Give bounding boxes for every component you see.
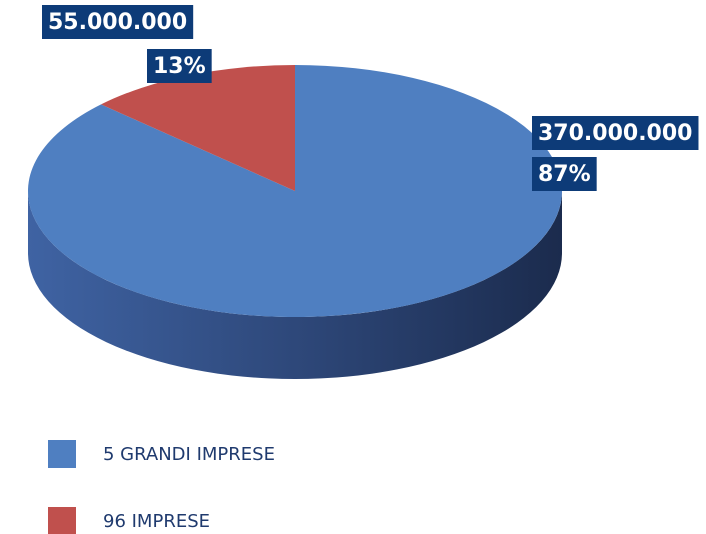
legend-swatch — [48, 507, 76, 534]
pie-slice — [27, 65, 562, 317]
legend-swatch — [48, 440, 76, 468]
data-label: 13% — [153, 54, 206, 79]
legend-label: 5 GRANDI IMPRESE — [103, 444, 275, 465]
data-label: 55.000.000 — [48, 10, 187, 35]
legend-label: 96 IMPRESE — [103, 511, 210, 532]
pie-side — [28, 191, 562, 379]
label-box — [532, 116, 699, 150]
data-label: 87% — [538, 162, 591, 187]
label-box — [147, 49, 212, 83]
label-box — [42, 5, 194, 39]
data-label: 370.000.000 — [538, 121, 692, 146]
label-box — [532, 157, 597, 191]
pie-slice — [101, 65, 295, 191]
